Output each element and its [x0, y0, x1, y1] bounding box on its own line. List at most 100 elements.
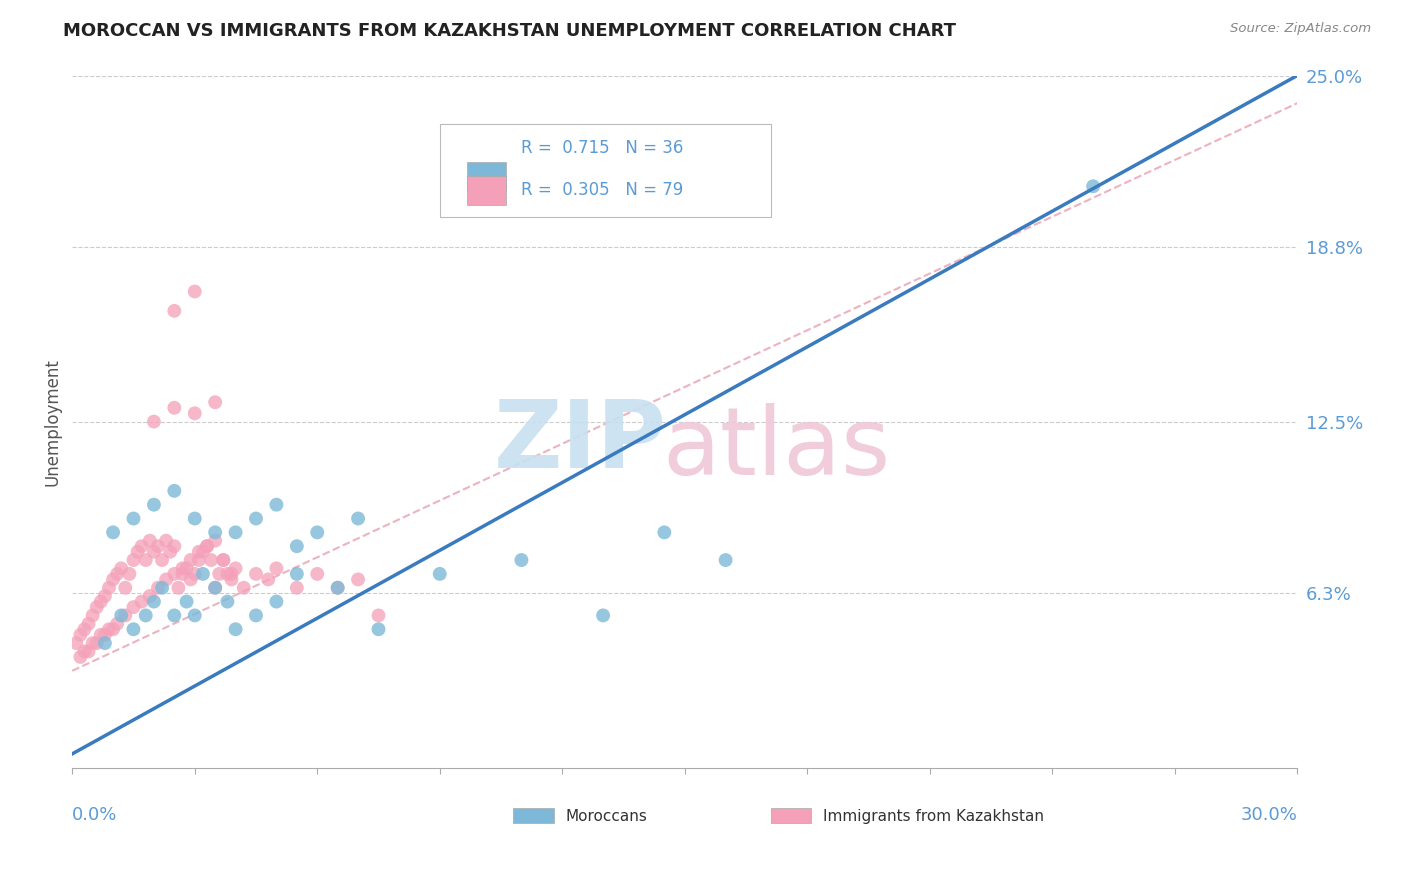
Point [204, 395, 226, 409]
Point [195, 539, 218, 553]
Point [82, 608, 104, 623]
Point [266, 498, 288, 512]
Point [204, 581, 226, 595]
Point [184, 285, 207, 299]
Point [98, 622, 121, 636]
Point [245, 608, 267, 623]
Point [204, 533, 226, 548]
Point [172, 566, 194, 581]
Point [176, 594, 198, 608]
Point [135, 608, 157, 623]
Text: atlas: atlas [662, 403, 891, 495]
Text: 0.0%: 0.0% [72, 805, 118, 824]
Point [326, 581, 349, 595]
Point [167, 581, 190, 595]
Point [285, 539, 308, 553]
Point [163, 401, 186, 415]
Point [163, 608, 186, 623]
Point [114, 608, 136, 623]
Point [110, 608, 132, 623]
Point [110, 561, 132, 575]
Point [86, 636, 108, 650]
Point [180, 573, 202, 587]
Point [307, 566, 329, 581]
Point [139, 589, 162, 603]
Bar [513, 808, 554, 823]
Point [180, 553, 202, 567]
Point [131, 594, 153, 608]
Point [77, 616, 100, 631]
Point [367, 622, 389, 636]
Point [212, 553, 235, 567]
Point [142, 545, 165, 559]
Text: Immigrants from Kazakhstan: Immigrants from Kazakhstan [823, 809, 1045, 823]
Point [146, 581, 169, 595]
Point [155, 533, 177, 548]
Point [122, 600, 145, 615]
Point [105, 566, 128, 581]
Point [217, 594, 239, 608]
Point [69, 649, 91, 664]
Point [114, 581, 136, 595]
Point [225, 525, 247, 540]
Point [163, 539, 186, 553]
Point [225, 561, 247, 575]
Point [217, 566, 239, 581]
Point [90, 594, 112, 608]
Point [204, 581, 226, 595]
Point [135, 553, 157, 567]
Point [184, 566, 207, 581]
Point [94, 589, 117, 603]
Point [245, 511, 267, 525]
Point [184, 511, 207, 525]
Point [1081, 179, 1104, 194]
Point [101, 525, 124, 540]
Point [172, 561, 194, 575]
Text: R =  0.305   N = 79: R = 0.305 N = 79 [520, 181, 683, 199]
Point [122, 511, 145, 525]
Bar [770, 808, 811, 823]
Point [90, 628, 112, 642]
Point [163, 566, 186, 581]
Point [195, 539, 218, 553]
Point [131, 539, 153, 553]
Point [187, 545, 209, 559]
Point [150, 581, 173, 595]
Y-axis label: Unemployment: Unemployment [44, 358, 60, 485]
Point [73, 622, 96, 636]
Point [122, 622, 145, 636]
Point [159, 545, 181, 559]
Point [150, 553, 173, 567]
Bar [467, 176, 506, 205]
Point [221, 573, 243, 587]
Point [191, 566, 214, 581]
Point [347, 511, 370, 525]
Point [285, 581, 308, 595]
Point [127, 545, 149, 559]
Point [101, 622, 124, 636]
Point [257, 573, 280, 587]
Point [184, 406, 207, 420]
Point [105, 616, 128, 631]
Point [187, 553, 209, 567]
Text: R =  0.715   N = 36: R = 0.715 N = 36 [520, 139, 683, 157]
Point [326, 581, 349, 595]
Point [184, 608, 207, 623]
Point [142, 498, 165, 512]
Point [139, 533, 162, 548]
Point [347, 573, 370, 587]
Point [101, 573, 124, 587]
Point [714, 553, 737, 567]
Point [245, 566, 267, 581]
Point [146, 539, 169, 553]
Point [266, 594, 288, 608]
Point [163, 304, 186, 318]
Point [204, 525, 226, 540]
Point [98, 581, 121, 595]
Point [176, 561, 198, 575]
Point [232, 581, 254, 595]
Point [65, 636, 87, 650]
Point [208, 566, 231, 581]
Text: Source: ZipAtlas.com: Source: ZipAtlas.com [1230, 22, 1371, 36]
Point [86, 600, 108, 615]
